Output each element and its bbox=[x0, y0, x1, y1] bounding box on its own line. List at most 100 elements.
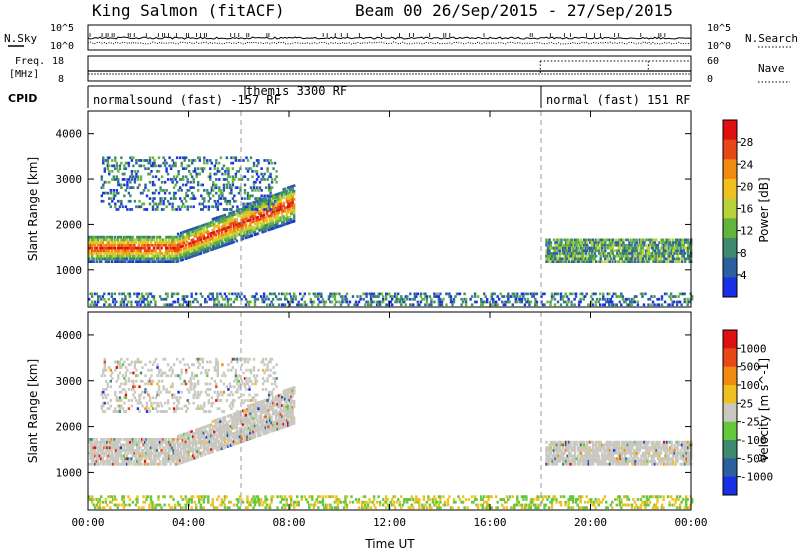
velocity-cell bbox=[178, 453, 181, 457]
power-cell bbox=[581, 260, 584, 263]
power-cell bbox=[594, 292, 597, 296]
power-cell bbox=[394, 300, 397, 304]
power-cell bbox=[287, 197, 290, 201]
power-cell bbox=[601, 246, 604, 250]
velocity-cell bbox=[121, 388, 125, 391]
velocity-cell bbox=[273, 420, 276, 424]
power-cell bbox=[149, 257, 153, 261]
power-cell bbox=[661, 238, 664, 242]
power-cell bbox=[186, 164, 189, 168]
velocity-cell bbox=[89, 462, 92, 466]
power-cell bbox=[92, 238, 95, 242]
power-cell bbox=[608, 260, 611, 263]
power-cell bbox=[682, 292, 685, 296]
power-cell bbox=[225, 202, 229, 206]
power-cell bbox=[229, 297, 233, 301]
power-cell bbox=[255, 200, 258, 203]
power-cell bbox=[253, 233, 257, 236]
velocity-cell bbox=[130, 360, 134, 364]
velocity-cell bbox=[145, 401, 149, 405]
velocity-cell bbox=[216, 366, 219, 369]
velocity-cell bbox=[100, 404, 103, 408]
power-cell bbox=[305, 303, 308, 307]
velocity-cell bbox=[138, 393, 141, 397]
power-cell bbox=[676, 257, 679, 261]
power-cell bbox=[668, 303, 671, 307]
power-cell bbox=[191, 175, 194, 179]
power-cell bbox=[270, 224, 273, 228]
power-cell bbox=[631, 260, 634, 263]
velocity-cell bbox=[216, 396, 219, 400]
power-cell bbox=[499, 292, 502, 296]
power-cell bbox=[601, 252, 604, 255]
velocity-cell bbox=[281, 412, 284, 416]
velocity-cell bbox=[159, 374, 162, 378]
power-cell bbox=[267, 209, 270, 213]
power-cell bbox=[273, 204, 276, 208]
power-cell bbox=[691, 295, 694, 298]
power-cell bbox=[125, 235, 129, 239]
power-cell bbox=[182, 202, 185, 206]
velocity-cell bbox=[274, 422, 278, 426]
power-cell bbox=[155, 246, 159, 250]
power-cell bbox=[480, 297, 483, 301]
power-cell bbox=[630, 297, 634, 301]
velocity-cell bbox=[293, 388, 296, 392]
velocity-cell bbox=[154, 451, 157, 455]
velocity-cell bbox=[88, 440, 91, 444]
power-cell bbox=[100, 186, 103, 189]
power-cell bbox=[284, 190, 287, 193]
velocity-cell bbox=[186, 434, 189, 438]
power-cell bbox=[652, 257, 655, 261]
velocity-cell bbox=[244, 416, 248, 420]
power-cell bbox=[560, 243, 563, 247]
power-cell bbox=[644, 260, 648, 263]
power-cell bbox=[228, 212, 231, 215]
power-cell bbox=[587, 252, 590, 255]
velocity-cell bbox=[161, 462, 165, 466]
velocity-cell bbox=[181, 438, 184, 442]
velocity-cell bbox=[112, 462, 115, 466]
velocity-cell bbox=[120, 366, 123, 369]
power-cell bbox=[165, 170, 168, 173]
power-cell bbox=[207, 238, 210, 242]
power-cell bbox=[234, 212, 237, 216]
freq-strip: Freq. [MHz] 18 8 60 0 Nave bbox=[9, 55, 790, 85]
power-cell bbox=[186, 180, 189, 184]
power-cell bbox=[550, 292, 554, 296]
power-cell bbox=[109, 191, 112, 195]
power-cell bbox=[277, 205, 281, 209]
power-cell bbox=[170, 238, 174, 242]
power-cell bbox=[212, 205, 215, 209]
power-cell bbox=[490, 295, 493, 298]
power-cell bbox=[208, 221, 211, 225]
power-cell bbox=[271, 292, 275, 296]
power-cell bbox=[341, 295, 344, 298]
power-cell bbox=[222, 189, 226, 192]
power-cell bbox=[415, 292, 418, 296]
power-cell bbox=[130, 303, 133, 307]
velocity-cell bbox=[133, 449, 136, 452]
power-cell bbox=[613, 257, 616, 261]
velocity-cell bbox=[94, 460, 97, 463]
power-cell bbox=[185, 156, 188, 160]
power-cell bbox=[353, 303, 356, 307]
power-cell bbox=[219, 156, 223, 160]
power-cell bbox=[270, 202, 274, 206]
power-cell bbox=[204, 242, 207, 246]
power-cell bbox=[595, 246, 598, 250]
power-cell bbox=[151, 243, 154, 247]
velocity-cell bbox=[107, 451, 110, 455]
power-cell bbox=[100, 252, 103, 255]
velocity-cell bbox=[246, 419, 249, 422]
velocity-cell bbox=[222, 419, 225, 422]
velocity-cell bbox=[235, 433, 239, 437]
power-cell bbox=[380, 300, 383, 304]
power-cell bbox=[176, 243, 180, 247]
velocity-cell bbox=[237, 413, 240, 417]
velocity-cell bbox=[152, 438, 156, 441]
power-cell bbox=[688, 300, 691, 304]
velocity-cell bbox=[131, 454, 135, 458]
power-cell bbox=[672, 300, 676, 304]
power-cell bbox=[152, 297, 156, 301]
